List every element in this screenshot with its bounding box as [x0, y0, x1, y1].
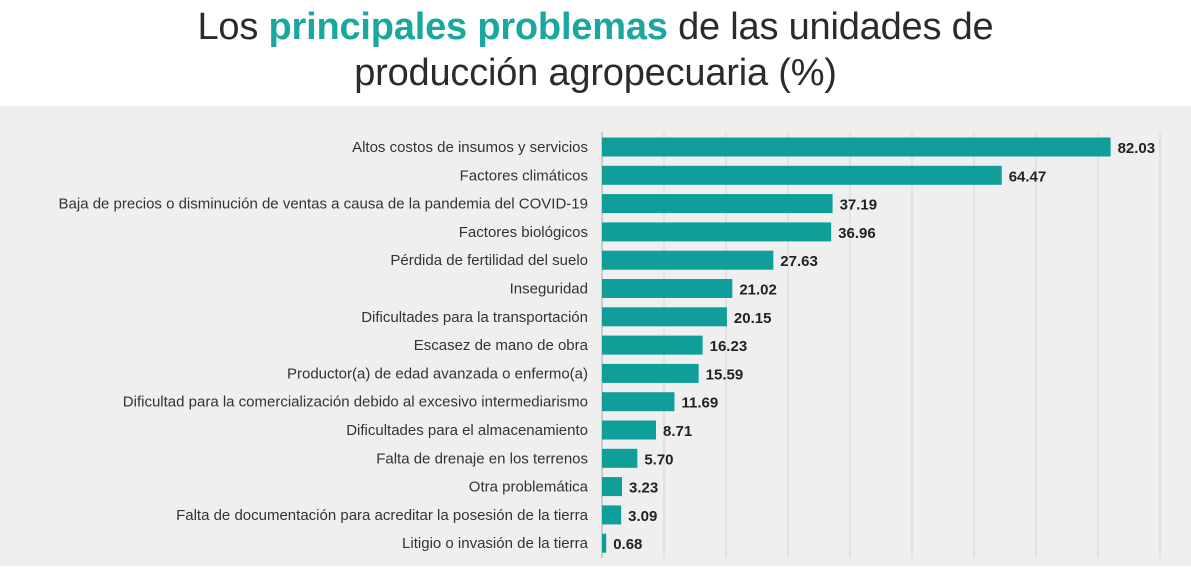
- bar: [602, 307, 727, 327]
- bar: [602, 448, 638, 468]
- bar: [602, 533, 607, 553]
- bar: [602, 363, 699, 383]
- value-label: 27.63: [780, 253, 818, 270]
- value-label: 0.68: [613, 536, 642, 553]
- category-label: Escasez de mano de obra: [414, 337, 589, 354]
- category-label: Litigio o invasión de la tierra: [402, 535, 589, 552]
- category-label: Factores biológicos: [459, 224, 588, 241]
- value-label: 37.19: [840, 197, 878, 214]
- chart-title-line1: Los principales problemas de las unidade…: [0, 4, 1191, 50]
- category-label: Productor(a) de edad avanzada o enfermo(…: [287, 365, 588, 382]
- title-post: de las unidades de: [678, 6, 994, 48]
- value-label: 3.23: [629, 480, 658, 497]
- bar: [602, 505, 622, 525]
- category-label: Otra problemática: [469, 479, 589, 496]
- bar: [602, 279, 733, 298]
- value-label: 21.02: [739, 282, 777, 299]
- category-label: Dificultad para la comercialización debi…: [123, 394, 588, 411]
- category-label: Dificultades para la transportación: [361, 309, 588, 326]
- value-label: 36.96: [838, 225, 876, 242]
- value-label: 82.03: [1118, 140, 1156, 157]
- chart-title-line2: producción agropecuaria (%): [354, 52, 837, 94]
- bar: [602, 222, 832, 242]
- category-label: Altos costos de insumos y servicios: [352, 139, 588, 156]
- value-label: 15.59: [706, 366, 744, 383]
- category-label: Pérdida de fertilidad del suelo: [390, 252, 588, 269]
- value-label: 5.70: [644, 451, 673, 468]
- bar: [602, 194, 833, 214]
- value-label: 20.15: [734, 310, 772, 327]
- bar: [602, 420, 657, 440]
- value-label: 3.09: [628, 508, 657, 525]
- value-label: 16.23: [710, 338, 748, 355]
- category-label: Inseguridad: [510, 281, 588, 298]
- bar: [602, 392, 675, 412]
- title-highlight: principales problemas: [268, 6, 668, 48]
- category-label: Baja de precios o disminución de ventas …: [59, 196, 588, 213]
- chart-panel: Altos costos de insumos y servicios Facto…: [0, 106, 1191, 566]
- bar: [602, 250, 774, 270]
- bar: [602, 137, 1111, 157]
- value-label: 8.71: [663, 423, 692, 440]
- category-label: Falta de drenaje en los terrenos: [376, 450, 588, 467]
- chart-title: Los principales problemas de las unidade…: [0, 4, 1191, 96]
- value-label: 64.47: [1009, 168, 1047, 185]
- category-labels: Altos costos de insumos y servicios Facto…: [59, 139, 589, 552]
- category-label: Dificultades para el almacenamiento: [346, 422, 588, 439]
- bar-chart: Altos costos de insumos y servicios Facto…: [59, 132, 1161, 558]
- title-pre: Los: [197, 6, 259, 48]
- category-label: Factores climáticos: [460, 167, 588, 184]
- bar: [602, 477, 623, 497]
- value-label: 11.69: [681, 395, 718, 412]
- bar: [602, 165, 1002, 185]
- category-label: Falta de documentación para acreditar la…: [176, 507, 589, 524]
- chart-bars: [602, 137, 1111, 553]
- bar: [602, 335, 703, 355]
